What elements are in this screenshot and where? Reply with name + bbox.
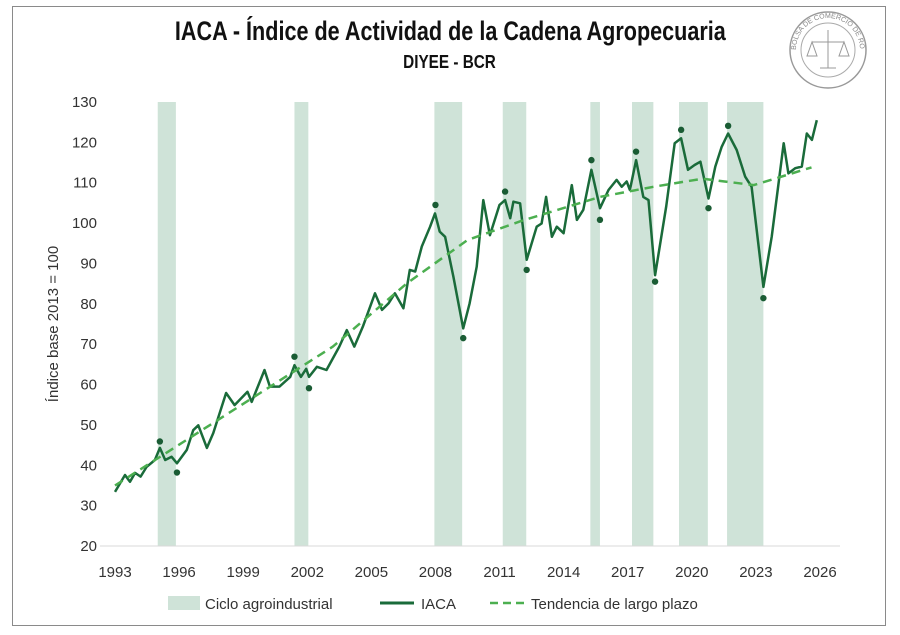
turning-point-marker — [291, 353, 298, 360]
turning-point-marker — [588, 156, 595, 164]
y-tick-label: 100 — [72, 215, 97, 232]
bcr-logo: BOLSA DE COMERCIO DE ROSARIO — [789, 11, 867, 89]
turning-point-marker — [432, 201, 439, 209]
turning-point-marker — [156, 438, 164, 445]
x-tick-label: 2005 — [355, 564, 388, 581]
turning-point-marker — [651, 278, 659, 285]
y-axis-label: Índice base 2013 = 100 — [45, 246, 62, 402]
chart-frame — [12, 6, 886, 626]
x-tick-label: 2008 — [419, 564, 452, 581]
turning-point-marker — [173, 469, 181, 476]
cycle-band — [632, 102, 654, 546]
turning-point-marker — [305, 384, 313, 392]
chart-subtitle-text: DIYEE - BCR — [403, 52, 497, 72]
chart-title: IACA - Índice de Actividad de la Cadena … — [0, 16, 900, 47]
x-tick-label: 2020 — [675, 564, 708, 581]
turning-point-marker — [760, 294, 767, 302]
x-tick-label: 2026 — [803, 564, 836, 581]
cycle-band — [727, 102, 764, 546]
y-tick-label: 30 — [80, 498, 97, 515]
y-tick-label: 40 — [80, 457, 97, 474]
turning-point-marker — [523, 266, 530, 274]
y-tick-label: 20 — [80, 538, 97, 555]
cycle-band — [590, 102, 600, 546]
x-tick-label: 2011 — [483, 564, 515, 581]
y-tick-label: 70 — [80, 336, 97, 353]
cycle-band — [157, 102, 176, 546]
legend-label-band: Ciclo agroindustrial — [205, 596, 333, 613]
x-tick-label: 2002 — [291, 564, 324, 581]
x-tick-label: 2023 — [739, 564, 772, 581]
x-tick-label: 1999 — [226, 564, 259, 581]
y-tick-label: 80 — [80, 296, 97, 313]
legend-label-iaca: IACA — [421, 596, 456, 613]
y-tick-label: 110 — [73, 175, 97, 192]
turning-point-marker — [724, 122, 732, 130]
turning-point-marker — [501, 188, 509, 195]
y-tick-label: 130 — [72, 94, 97, 111]
scales-icon — [806, 30, 850, 69]
legend-swatch-band — [168, 596, 200, 610]
x-tick-label: 2017 — [611, 564, 644, 581]
y-tick-label: 90 — [80, 255, 97, 272]
x-tick-label: 2014 — [547, 564, 580, 581]
x-tick-label: 1993 — [98, 564, 131, 581]
trend-line — [114, 166, 812, 487]
x-tick-label: 1996 — [162, 564, 195, 581]
cycle-band — [434, 102, 463, 546]
turning-point-marker — [460, 334, 467, 342]
turning-point-marker — [705, 204, 712, 212]
legend: Ciclo agroindustrial IACA Tendencia de l… — [168, 596, 698, 613]
cycle-band — [679, 102, 708, 546]
turning-point-marker — [596, 216, 604, 224]
legend-label-trend: Tendencia de largo plazo — [531, 596, 698, 613]
y-tick-label: 50 — [80, 417, 97, 434]
y-tick-label: 120 — [72, 134, 97, 151]
turning-point-marker — [632, 148, 640, 155]
cycle-band — [502, 102, 527, 546]
logo-inner-ring — [800, 22, 856, 78]
chart-title-text: IACA - Índice de Actividad de la Cadena … — [174, 16, 726, 46]
iaca-line — [113, 119, 819, 493]
y-tick-label: 60 — [80, 377, 97, 394]
cycle-band — [294, 102, 309, 546]
chart-subtitle: DIYEE - BCR — [0, 52, 900, 73]
turning-point-marker — [677, 126, 685, 134]
